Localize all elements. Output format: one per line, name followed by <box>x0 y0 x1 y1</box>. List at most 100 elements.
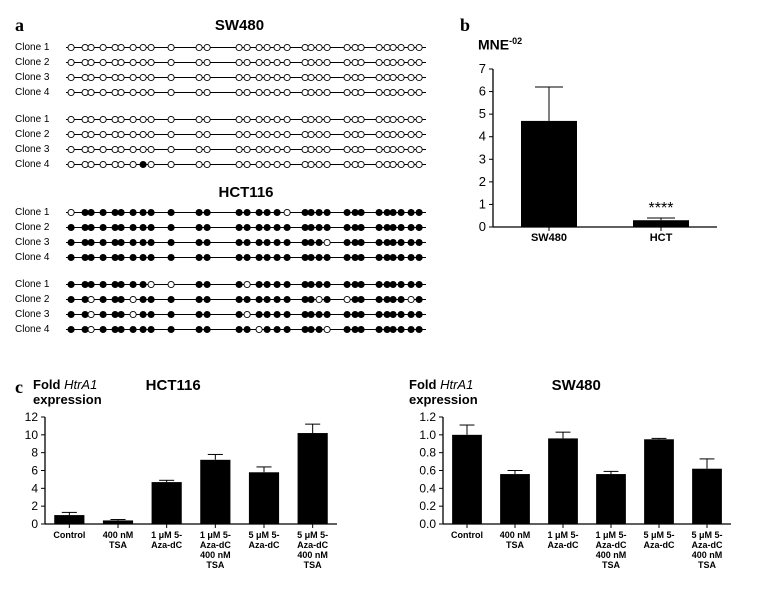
clone-label: Clone 2 <box>15 57 57 68</box>
svg-text:400 nM: 400 nM <box>596 550 627 560</box>
svg-text:4: 4 <box>479 128 486 143</box>
lollipop-row <box>57 292 435 307</box>
figure: a SW480 Clone 1Clone 2Clone 3Clone 4Clon… <box>15 15 763 597</box>
bar-chart-svg: 0.00.20.40.60.81.01.2Control400 nMTSA1 μ… <box>409 407 739 592</box>
svg-text:TSA: TSA <box>304 560 323 570</box>
bar <box>452 435 482 524</box>
lollipop-row <box>57 127 435 142</box>
panel-a-title-1: HCT116 <box>57 184 435 201</box>
panel-c-label: c <box>15 377 23 398</box>
clone-label: Clone 1 <box>15 42 57 53</box>
bar <box>548 438 578 524</box>
svg-text:Control: Control <box>53 530 85 540</box>
svg-text:400 nM: 400 nM <box>692 550 723 560</box>
svg-text:1.0: 1.0 <box>419 428 436 442</box>
bar <box>200 460 230 524</box>
lollipop-row <box>57 142 435 157</box>
svg-text:0: 0 <box>31 517 38 531</box>
svg-text:5 μM 5-: 5 μM 5- <box>297 530 328 540</box>
clone-row: Clone 4 <box>15 322 435 337</box>
bar <box>54 515 84 524</box>
lollipop-row <box>57 322 435 337</box>
clone-row: Clone 1 <box>15 40 435 55</box>
svg-text:2: 2 <box>479 174 486 189</box>
svg-text:Aza-dC: Aza-dC <box>644 540 675 550</box>
bar <box>633 220 689 227</box>
lollipop-row <box>57 85 435 100</box>
panel-b-ylabel: MNE-02 <box>478 36 763 53</box>
significance-marker: **** <box>649 200 674 217</box>
svg-text:5: 5 <box>479 106 486 121</box>
clone-row: Clone 3 <box>15 142 435 157</box>
svg-text:Aza-dC: Aza-dC <box>297 540 328 550</box>
svg-text:Aza-dC: Aza-dC <box>249 540 280 550</box>
lollipop-row <box>57 220 435 235</box>
panel-c-title-0: HCT116 <box>146 377 201 394</box>
clone-row: Clone 2 <box>15 292 435 307</box>
panel-c-title-1: SW480 <box>552 377 601 394</box>
clone-row: Clone 1 <box>15 205 435 220</box>
row-ab: a SW480 Clone 1Clone 2Clone 3Clone 4Clon… <box>15 15 763 349</box>
clone-label: Clone 1 <box>15 207 57 218</box>
svg-text:400 nM: 400 nM <box>500 530 531 540</box>
clone-row: Clone 1 <box>15 277 435 292</box>
svg-text:1 μM 5-: 1 μM 5- <box>200 530 231 540</box>
svg-text:2: 2 <box>31 499 38 513</box>
svg-text:6: 6 <box>31 464 38 478</box>
panel-b: b MNE-02 01234567SW480HCT**** <box>460 15 763 271</box>
bar <box>644 439 674 524</box>
clone-row: Clone 2 <box>15 220 435 235</box>
svg-text:5 μM 5-: 5 μM 5- <box>248 530 279 540</box>
bar-chart-svg: 01234567SW480HCT**** <box>465 59 725 266</box>
clone-row: Clone 2 <box>15 55 435 70</box>
svg-text:TSA: TSA <box>698 560 717 570</box>
clone-label: Clone 1 <box>15 279 57 290</box>
panel-c-chart-0: 024681012Control400 nMTSA1 μM 5-Aza-dC1 … <box>15 407 369 597</box>
lollipop-row <box>57 205 435 220</box>
lollipop-row <box>57 157 435 172</box>
bar <box>692 469 722 524</box>
svg-text:4: 4 <box>31 481 38 495</box>
svg-text:0.6: 0.6 <box>419 464 436 478</box>
panel-c-ylabel-left: Fold HtrA1 expression <box>33 377 102 407</box>
svg-text:3: 3 <box>479 151 486 166</box>
panel-a: a SW480 Clone 1Clone 2Clone 3Clone 4Clon… <box>15 15 435 349</box>
bar <box>521 121 577 227</box>
clone-label: Clone 3 <box>15 309 57 320</box>
panel-c-head-left: c Fold HtrA1 expression HCT116 <box>15 377 369 407</box>
svg-text:Aza-dC: Aza-dC <box>548 540 579 550</box>
panel-a-label: a <box>15 15 24 36</box>
svg-text:0.8: 0.8 <box>419 446 436 460</box>
svg-text:1 μM 5-: 1 μM 5- <box>595 530 626 540</box>
lollipop-row <box>57 277 435 292</box>
svg-text:10: 10 <box>25 428 39 442</box>
svg-text:Control: Control <box>451 530 483 540</box>
svg-text:400 nM: 400 nM <box>200 550 231 560</box>
row-c: c Fold HtrA1 expression HCT116 024681012… <box>15 377 763 597</box>
clone-label: Clone 2 <box>15 294 57 305</box>
svg-text:Aza-dC: Aza-dC <box>151 540 182 550</box>
lollipop-diagram: Clone 1Clone 2Clone 3Clone 4Clone 1Clone… <box>15 40 435 337</box>
lollipop-row <box>57 40 435 55</box>
clone-label: Clone 4 <box>15 324 57 335</box>
clone-row: Clone 2 <box>15 127 435 142</box>
clone-row: Clone 4 <box>15 250 435 265</box>
clone-block: Clone 1Clone 2Clone 3Clone 4 <box>15 40 435 100</box>
clone-label: Clone 3 <box>15 72 57 83</box>
panel-b-label: b <box>460 15 763 36</box>
panel-c-head-right: Fold HtrA1 expression SW480 <box>409 377 763 407</box>
svg-text:0.4: 0.4 <box>419 481 436 495</box>
bar <box>596 474 626 524</box>
svg-text:1 μM 5-: 1 μM 5- <box>547 530 578 540</box>
bar <box>152 482 182 524</box>
panel-c-chart-1: 0.00.20.40.60.81.01.2Control400 nMTSA1 μ… <box>409 407 763 597</box>
lollipop-row <box>57 307 435 322</box>
clone-label: Clone 4 <box>15 252 57 263</box>
panel-b-chart: 01234567SW480HCT**** <box>460 59 763 271</box>
svg-text:0: 0 <box>479 219 486 234</box>
svg-text:HCT: HCT <box>650 232 673 244</box>
svg-text:400 nM: 400 nM <box>103 530 134 540</box>
svg-text:TSA: TSA <box>109 540 128 550</box>
panel-c-right: Fold HtrA1 expression SW480 0.00.20.40.6… <box>409 377 763 597</box>
lollipop-row <box>57 70 435 85</box>
